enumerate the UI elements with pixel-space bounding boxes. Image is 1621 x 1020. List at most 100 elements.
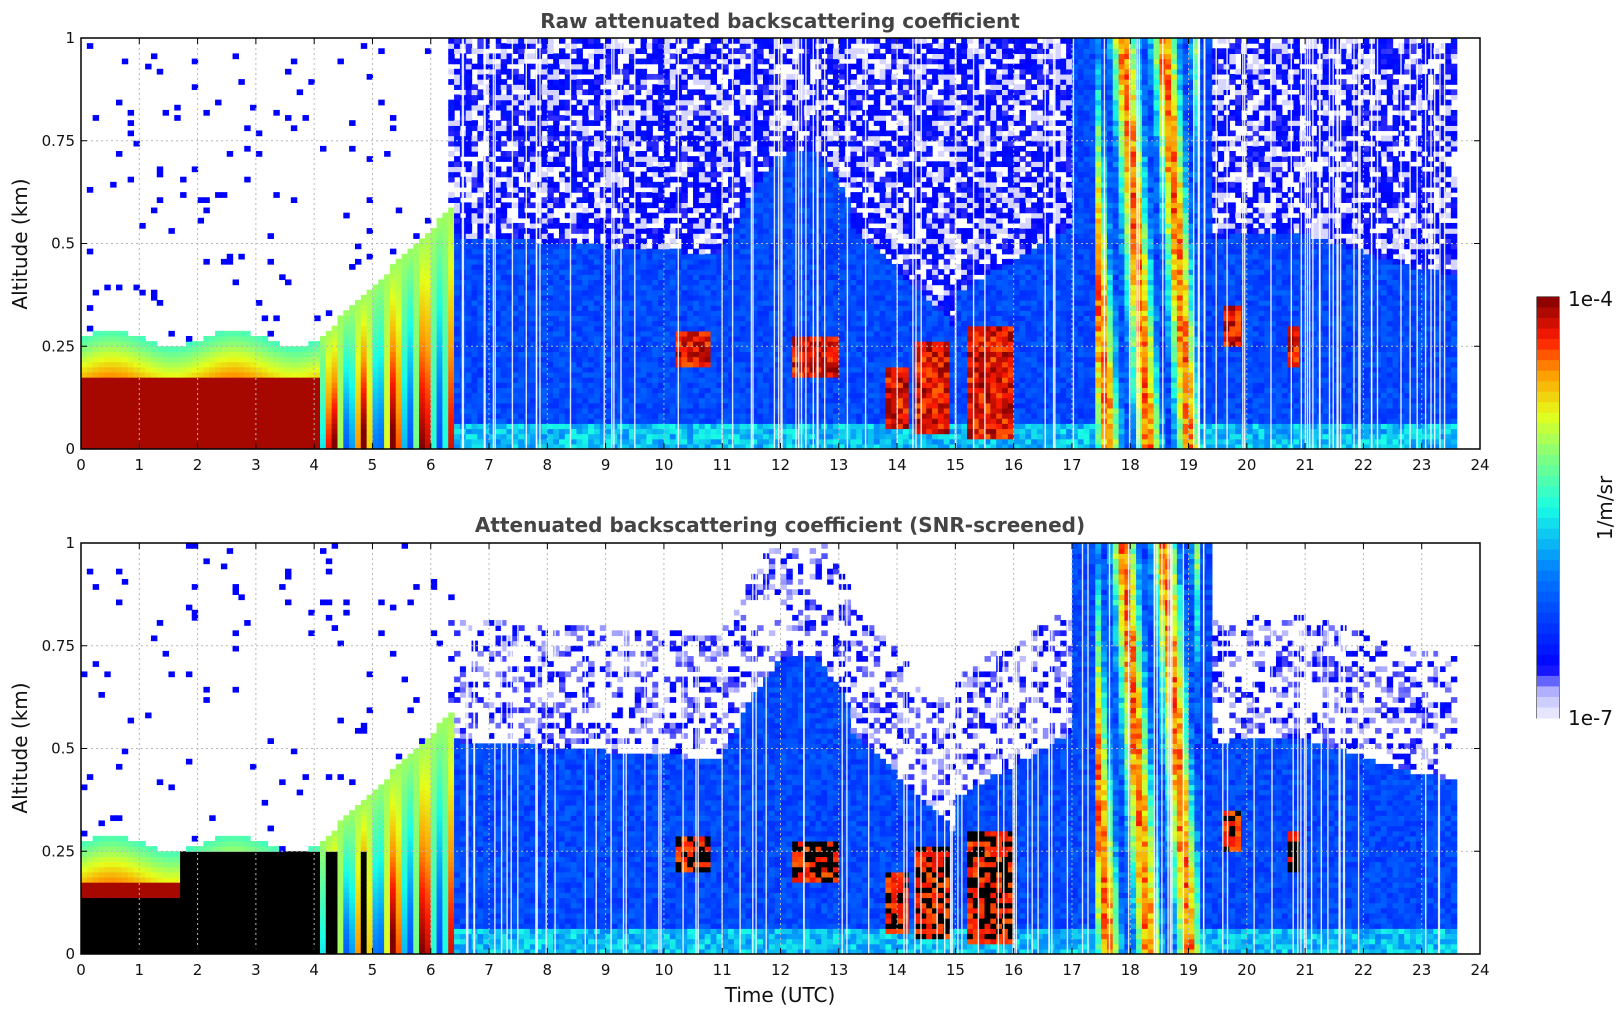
heatmap-cell <box>634 176 642 183</box>
heatmap-cell <box>582 443 589 449</box>
heatmap-cell <box>663 140 671 147</box>
heatmap-cell <box>308 371 315 378</box>
heatmap-cell <box>704 433 712 440</box>
heatmap-cell <box>547 202 554 209</box>
heatmap-cell <box>669 120 677 126</box>
heatmap-cell <box>687 433 694 440</box>
heatmap-cell <box>704 99 712 106</box>
heatmap-cell <box>471 207 478 214</box>
heatmap-cell <box>716 233 723 239</box>
heatmap-cell <box>191 413 199 419</box>
heatmap-cell <box>658 284 665 291</box>
heatmap-cell <box>524 392 531 399</box>
heatmap-cell <box>605 43 613 49</box>
heatmap-cell <box>582 264 589 270</box>
heatmap-cell <box>716 330 723 337</box>
heatmap-cell <box>127 120 135 126</box>
heatmap-cell <box>588 402 595 409</box>
heatmap-cell <box>518 233 525 239</box>
heatmap-cell <box>407 433 414 440</box>
heatmap-cell <box>658 79 665 85</box>
heatmap-cell <box>524 192 531 198</box>
heatmap-cell <box>605 264 613 270</box>
heatmap-cell <box>623 73 630 80</box>
heatmap-cell <box>506 377 513 383</box>
heatmap-cell <box>360 371 368 378</box>
heatmap-cell <box>378 320 385 327</box>
heatmap-cell <box>611 186 618 193</box>
heatmap-cell <box>255 413 263 419</box>
heatmap-cell <box>547 94 554 101</box>
heatmap-cell <box>407 305 414 311</box>
heatmap-cell <box>687 207 694 214</box>
heatmap-cell <box>436 253 444 260</box>
heatmap-cell <box>634 397 642 404</box>
heatmap-cell <box>121 402 129 409</box>
heatmap-cell <box>174 387 181 394</box>
heatmap-cell <box>174 397 181 404</box>
heatmap-cell <box>634 423 642 430</box>
heatmap-cell <box>605 279 613 286</box>
heatmap-cell <box>290 58 298 65</box>
heatmap-cell <box>547 253 554 260</box>
heatmap-cell <box>413 310 420 317</box>
heatmap-cell <box>343 310 350 317</box>
heatmap-cell <box>663 413 671 419</box>
heatmap-cell <box>640 109 648 116</box>
heatmap-cell <box>582 151 589 157</box>
heatmap-cell <box>139 356 146 363</box>
heatmap-cell <box>477 207 484 214</box>
heatmap-cell <box>681 176 688 183</box>
heatmap-cell <box>354 418 362 424</box>
heatmap-cell <box>500 212 508 219</box>
heatmap-cell <box>489 84 496 90</box>
heatmap-cell <box>180 382 187 388</box>
heatmap-cell <box>524 382 531 388</box>
heatmap-cell <box>285 279 292 286</box>
heatmap-cell <box>156 377 164 383</box>
heatmap-cell <box>471 243 478 250</box>
heatmap-cell <box>605 145 613 152</box>
heatmap-cell <box>623 423 630 430</box>
heatmap-cell <box>232 346 239 352</box>
heatmap-cell <box>465 392 473 399</box>
heatmap-cell <box>401 284 409 291</box>
heatmap-cell <box>483 63 490 70</box>
heatmap-cell <box>174 418 181 424</box>
heatmap-cell <box>366 156 374 162</box>
heatmap-cell <box>541 151 548 157</box>
heatmap-cell <box>582 320 589 327</box>
heatmap-cell <box>535 264 543 270</box>
heatmap-cell <box>570 217 578 224</box>
heatmap-cell <box>86 438 94 445</box>
heatmap-cell <box>547 305 554 311</box>
heatmap-cell <box>576 130 583 137</box>
heatmap-cell <box>652 402 659 409</box>
heatmap-cell <box>115 99 123 106</box>
heatmap-cell <box>512 289 519 296</box>
heatmap-cell <box>628 248 636 255</box>
heatmap-cell <box>477 377 484 383</box>
heatmap-cell <box>512 151 519 157</box>
heatmap-cell <box>500 94 508 101</box>
heatmap-cell <box>593 171 601 178</box>
heatmap-cell <box>570 274 578 281</box>
heatmap-cell <box>413 279 420 286</box>
heatmap-cell <box>296 443 304 449</box>
heatmap-cell <box>471 423 478 430</box>
heatmap-cell <box>518 371 525 378</box>
heatmap-cell <box>716 253 723 260</box>
heatmap-cell <box>693 125 700 132</box>
heatmap-cell <box>442 341 449 347</box>
heatmap-cell <box>197 361 205 368</box>
heatmap-cell <box>401 274 409 281</box>
heatmap-cell <box>349 341 356 347</box>
heatmap-cell <box>500 192 508 198</box>
heatmap-cell <box>541 392 548 399</box>
heatmap-cell <box>489 289 496 296</box>
heatmap-cell <box>698 248 706 255</box>
heatmap-cell <box>576 418 583 424</box>
heatmap-cell <box>710 335 717 342</box>
heatmap-cell <box>529 38 537 44</box>
heatmap-cell <box>628 192 636 198</box>
